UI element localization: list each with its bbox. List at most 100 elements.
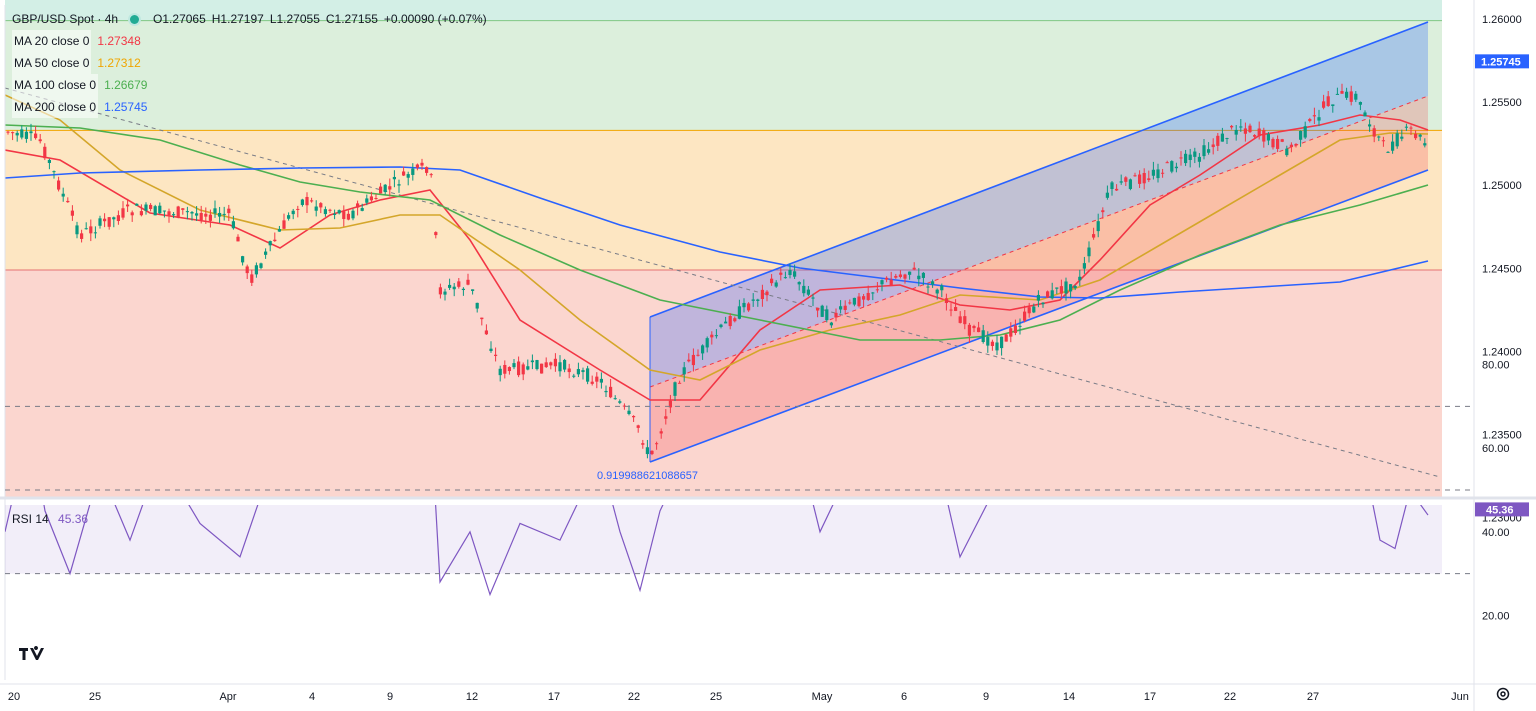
candle-body [126,204,130,207]
candle-body [287,215,291,219]
candle-body [494,354,498,356]
candle-body [590,381,594,384]
candle-body [415,164,419,168]
symbol-title[interactable]: GBP/USD Spot · 4h [12,12,119,26]
candle-body [742,302,746,308]
candle-body [1082,263,1086,269]
candle-body [130,212,134,216]
rsi-value-text: 45.36 [1486,504,1514,516]
candle-body [839,306,843,310]
candle-body [613,398,617,400]
candle-body [944,298,948,304]
fib-zone [5,0,1442,21]
candle-body [291,210,295,215]
tradingview-logo-icon[interactable] [18,646,44,662]
candle-body [61,193,65,197]
candle-body [195,213,199,216]
candle-body [714,335,718,337]
x-tick-label: Apr [219,691,236,703]
candle-body [1253,135,1257,137]
candle-body [1018,325,1022,327]
candle-body [724,321,728,324]
candle-body [333,213,337,215]
candle-body [1184,153,1188,164]
candle-body [871,292,875,294]
candle-body [319,203,323,208]
candle-body [1317,117,1321,121]
indicator-ma100[interactable]: MA 100 close 0 1.26679 [12,74,487,96]
candle-body [1381,140,1385,142]
candle-body [779,272,783,275]
y-tick-label: 1.25000 [1482,180,1522,192]
chart-legend: GBP/USD Spot · 4h O1.27065 H1.27197 L1.2… [12,8,487,118]
candle-body [857,296,861,307]
indicator-ma50-label: MA 50 close 0 [12,52,92,74]
candle-body [1243,128,1247,134]
candle-body [981,330,985,343]
x-tick-label: Jun [1451,691,1469,703]
fib-zone [5,269,1442,498]
candle-body [926,286,930,288]
candle-body [231,221,235,229]
indicator-ma20[interactable]: MA 20 close 0 1.27348 [12,30,487,52]
candle-body [512,363,516,368]
candle-body [425,167,429,173]
candle-body [586,368,590,382]
candle-body [1289,144,1293,148]
candle-body [89,226,93,234]
candle-body [406,174,410,178]
candle-body [903,274,907,279]
candle-body [696,354,700,356]
indicator-ma200-value: 1.25745 [104,100,148,114]
indicator-ma50[interactable]: MA 50 close 0 1.27312 [12,52,487,74]
candle-body [245,266,249,274]
x-tick-label: 20 [8,691,20,703]
ma200-line [5,166,1429,299]
candle-body [1023,311,1027,321]
candle-body [618,401,622,403]
candle-body [572,375,576,377]
settings-gear-icon[interactable] [1495,686,1511,702]
candle-body [282,220,286,229]
candle-body [480,317,484,320]
candle-body [471,289,475,291]
candle-body [737,306,741,319]
x-tick-label: May [812,691,833,703]
ma50-line [5,94,1429,381]
x-tick-label: 6 [901,691,907,703]
indicator-ma200[interactable]: MA 200 close 0 1.25745 [12,96,487,118]
candle-body [158,205,162,214]
candle-body [20,129,24,138]
candle-body [11,132,15,134]
candle-body [1138,174,1142,184]
candle-body [990,341,994,347]
candle-body [655,443,659,445]
price-label-text: 1.25745 [1481,56,1521,68]
candle-body [452,286,456,290]
x-tick-label: 27 [1307,691,1319,703]
candle-body [820,305,824,317]
candle-body [526,366,530,370]
candle-body [1340,91,1344,94]
candle-body [1271,138,1275,148]
candle-body [1414,133,1418,139]
rsi-tick-label: 60.00 [1482,443,1510,455]
candle-body [1211,144,1215,148]
candle-body [300,199,304,205]
ma20-line [5,114,1429,401]
candle-body [379,186,383,194]
candle-body [222,213,226,215]
rsi-tick-label: 20.00 [1482,610,1510,622]
candle-body [80,233,84,239]
candle-body [112,217,116,220]
indicator-ma50-value: 1.27312 [97,56,141,70]
candle-body [604,390,608,393]
candle-body [816,307,820,311]
ohlc-low: L1.27055 [269,12,320,26]
candle-body [535,360,539,370]
candle-body [1363,112,1367,117]
candle-body [254,265,258,275]
candle-body [351,210,355,219]
rsi-legend[interactable]: RSI 14 45.36 [12,512,88,526]
